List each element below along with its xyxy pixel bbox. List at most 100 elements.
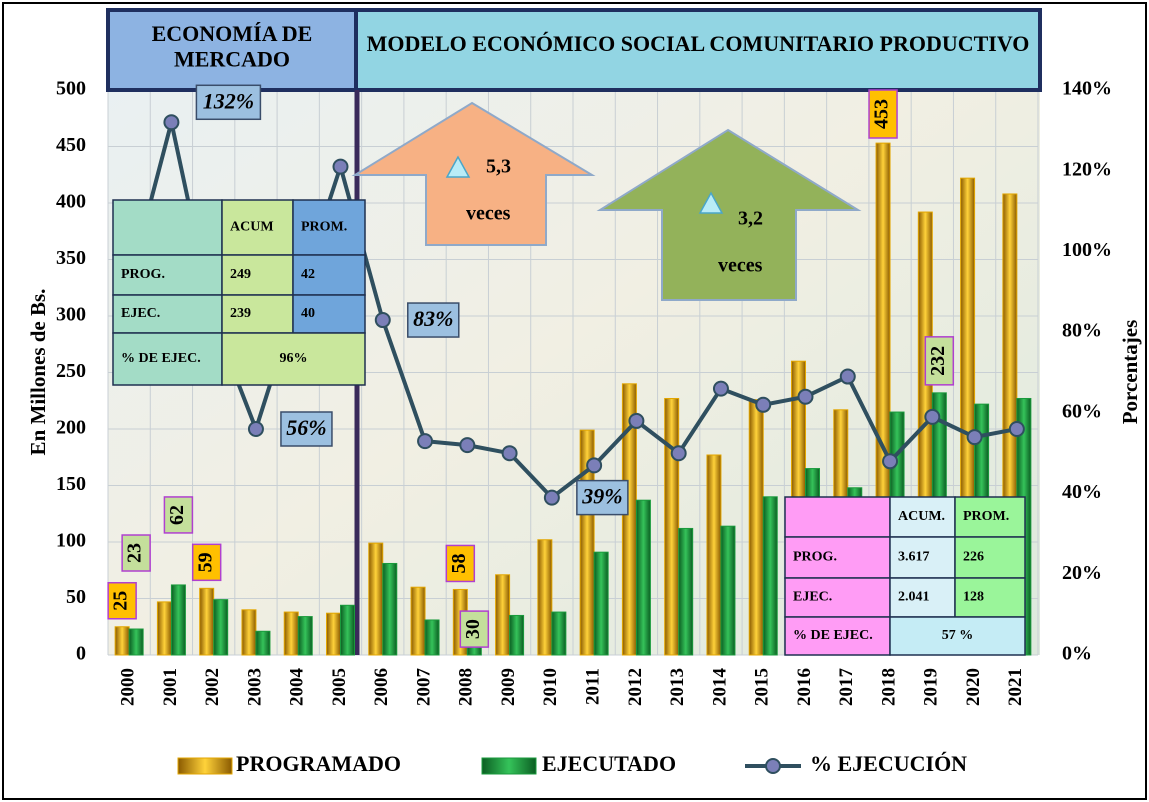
x-tick-label: 2016 — [794, 668, 815, 706]
bar — [255, 630, 271, 656]
y2-tick-label: 60% — [1062, 400, 1102, 422]
data-label: 58 — [448, 553, 470, 573]
y-tick-label: 250 — [56, 360, 86, 382]
line-marker — [163, 114, 180, 131]
table-cell — [112, 294, 223, 334]
table-cell — [889, 536, 956, 579]
line-marker — [797, 388, 814, 405]
data-label-box — [868, 89, 898, 139]
legend-swatch — [481, 757, 537, 775]
y-tick-label: 500 — [56, 78, 86, 100]
x-tick-label: 2018 — [878, 668, 899, 706]
arrow-value: 3,2 — [738, 208, 763, 230]
table-cell — [292, 199, 366, 256]
data-label: 59 — [194, 552, 216, 572]
data-label-box — [280, 411, 333, 447]
table-text: 226 — [963, 550, 984, 565]
table-text: 128 — [963, 590, 984, 605]
bar — [593, 551, 609, 656]
bar — [170, 584, 186, 656]
data-label: 39% — [581, 484, 622, 509]
bar — [509, 614, 525, 656]
arrow-unit: veces — [718, 255, 763, 277]
line-marker — [628, 412, 645, 429]
x-tick-label: 2009 — [498, 668, 519, 706]
table-text: 96% — [280, 351, 308, 366]
line-marker — [332, 158, 349, 175]
y2-tick-label: 20% — [1062, 562, 1102, 584]
bar — [762, 496, 778, 656]
bar — [340, 604, 355, 656]
bar — [748, 399, 764, 656]
table-cell — [889, 616, 1026, 656]
table-text: EJEC. — [121, 306, 160, 321]
table-cell — [784, 616, 891, 656]
table-text: 57 % — [942, 628, 974, 643]
y2-axis-title: Porcentajes — [1118, 320, 1142, 425]
line-marker — [459, 437, 476, 454]
line-marker — [924, 408, 941, 425]
x-tick-label: 2015 — [752, 668, 773, 706]
bar — [283, 611, 299, 656]
table-text: 42 — [301, 267, 315, 282]
x-tick-label: 2019 — [921, 668, 942, 706]
y2-tick-label: 120% — [1062, 158, 1112, 180]
bar — [537, 539, 553, 656]
line-marker — [839, 368, 856, 385]
x-tick-label: 2000 — [117, 668, 138, 706]
bar — [326, 612, 341, 656]
line-marker — [543, 489, 560, 506]
data-label-box — [459, 610, 490, 648]
legend-swatch — [177, 757, 233, 775]
bar — [213, 599, 229, 656]
line-marker — [247, 421, 264, 437]
table-text: ACUM. — [898, 509, 945, 524]
y-tick-label: 400 — [56, 191, 86, 213]
bar — [551, 611, 567, 656]
data-label-box — [163, 496, 194, 534]
line-marker — [670, 445, 687, 462]
data-label-box — [924, 336, 955, 386]
arrow-value: 5,3 — [486, 156, 511, 178]
legend-label: % EJECUCIÓN — [810, 751, 967, 776]
data-label: 25 — [110, 591, 132, 611]
table-text: 40 — [301, 306, 315, 321]
table-cell — [954, 536, 1026, 579]
y-tick-label: 50 — [66, 586, 86, 608]
table-text: ACUM — [230, 220, 274, 235]
table-cell — [221, 254, 294, 296]
table-text: PROM. — [301, 220, 347, 235]
table-text: PROG. — [121, 267, 165, 282]
x-tick-label: 2014 — [709, 668, 730, 707]
bar — [199, 587, 215, 656]
table-cell — [221, 199, 294, 256]
table-cell — [784, 496, 891, 538]
line-marker — [712, 380, 729, 397]
table-text: PROM. — [963, 509, 1009, 524]
growth-arrow — [351, 101, 596, 246]
bar — [114, 626, 130, 656]
legend-label: EJECUTADO — [542, 751, 676, 776]
bar — [368, 542, 384, 656]
data-label: 30 — [462, 619, 484, 639]
y-tick-label: 450 — [56, 134, 86, 156]
data-label: 56% — [286, 415, 326, 440]
data-label: 453 — [871, 99, 893, 129]
bar — [495, 574, 511, 656]
data-label-box — [195, 84, 262, 121]
data-label-box — [407, 302, 460, 338]
legend-marker — [765, 758, 781, 774]
x-tick-label: 2005 — [329, 668, 350, 706]
data-label-box — [107, 582, 137, 620]
bar — [128, 628, 144, 656]
table-text: % DE EJEC. — [121, 351, 201, 366]
y-tick-label: 300 — [56, 304, 86, 326]
data-label-box — [576, 479, 629, 516]
x-tick-label: 2020 — [963, 668, 984, 706]
line-marker — [882, 453, 899, 470]
bar — [635, 499, 651, 656]
data-label: 132% — [203, 88, 254, 113]
table-cell — [112, 199, 223, 256]
delta-icon — [445, 155, 471, 178]
y-tick-label: 200 — [56, 417, 86, 439]
